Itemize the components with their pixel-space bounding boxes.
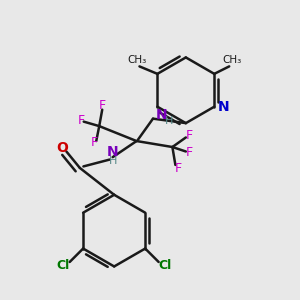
Text: F: F (78, 114, 85, 127)
Text: F: F (91, 136, 98, 149)
Text: Cl: Cl (159, 259, 172, 272)
Text: Cl: Cl (56, 259, 70, 272)
Text: O: O (56, 141, 68, 155)
Text: H: H (165, 116, 174, 126)
Text: N: N (155, 108, 167, 122)
Text: N: N (107, 145, 118, 159)
Text: F: F (185, 146, 192, 159)
Text: F: F (175, 162, 182, 175)
Text: H: H (109, 156, 117, 166)
Text: F: F (185, 129, 192, 142)
Text: F: F (99, 99, 106, 112)
Text: CH₃: CH₃ (223, 55, 242, 65)
Text: CH₃: CH₃ (128, 55, 147, 65)
Text: N: N (218, 100, 229, 114)
